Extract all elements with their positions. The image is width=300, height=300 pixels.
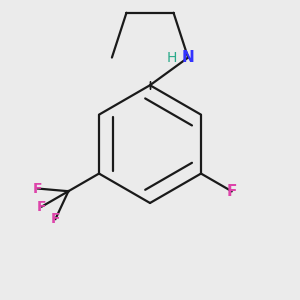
- Text: F: F: [37, 200, 46, 214]
- Text: F: F: [33, 182, 43, 196]
- Text: F: F: [226, 184, 237, 199]
- Text: H: H: [167, 51, 177, 64]
- Text: N: N: [182, 50, 194, 65]
- Text: F: F: [51, 212, 60, 226]
